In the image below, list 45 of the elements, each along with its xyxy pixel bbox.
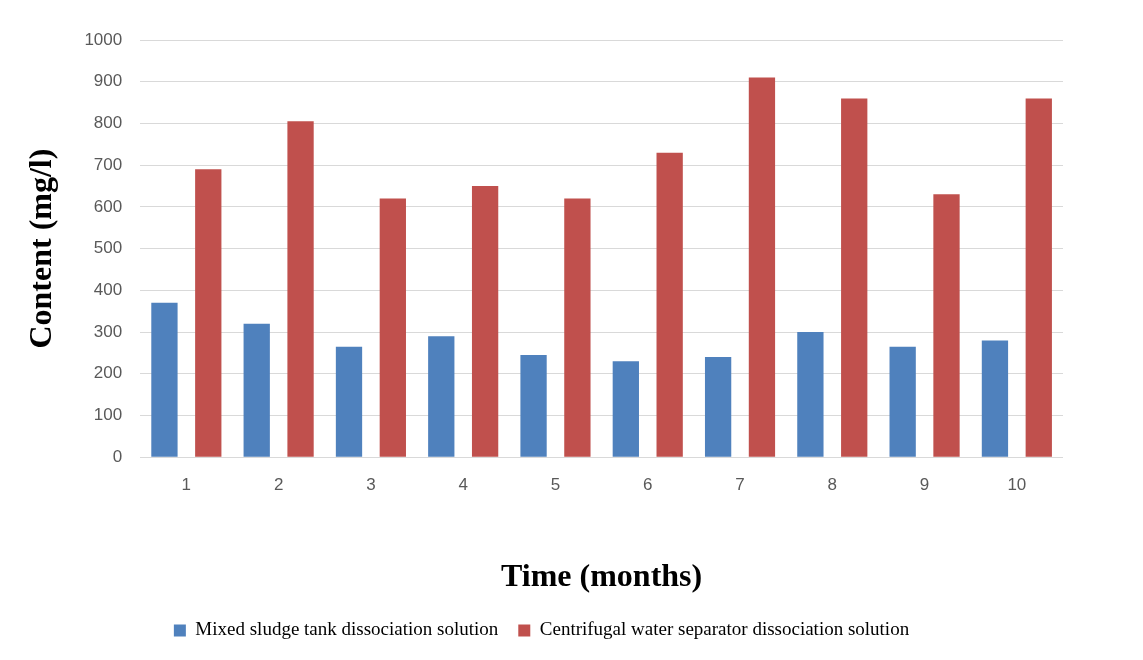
x-tick-label: 8 [827, 475, 838, 495]
bar [889, 346, 916, 457]
y-tick-label: 500 [93, 238, 123, 258]
x-tick-label: 3 [366, 475, 376, 495]
bar [1025, 98, 1052, 457]
x-tick-label: 10 [1007, 475, 1027, 495]
y-tick-label: 400 [93, 280, 123, 300]
bar [612, 361, 639, 457]
bar [748, 77, 776, 457]
bar [841, 98, 868, 457]
bar [520, 354, 547, 457]
x-tick-label: 5 [550, 475, 561, 495]
bar [797, 332, 824, 457]
bar [243, 323, 270, 457]
y-tick-label: 800 [93, 113, 123, 133]
y-tick-label: 600 [93, 196, 123, 216]
bar [471, 186, 499, 457]
y-axis-title: Content (mg/l) [22, 148, 59, 349]
legend-label: Mixed sludge tank dissociation solution [195, 618, 499, 640]
bar [656, 152, 683, 457]
y-tick-label: 1000 [84, 29, 123, 49]
bar [287, 121, 314, 457]
y-tick-label: 100 [93, 405, 123, 425]
legend-label: Centrifugal water separator dissociation solution [539, 618, 910, 640]
y-tick-label: 0 [112, 446, 123, 466]
bar [195, 169, 222, 457]
x-tick-label: 7 [735, 475, 745, 495]
x-tick-label: 9 [919, 475, 930, 495]
bar [704, 357, 732, 457]
bar [981, 340, 1009, 457]
y-tick-label: 900 [93, 71, 123, 91]
x-axis-title: Time (months) [501, 557, 703, 594]
bar [428, 336, 455, 457]
x-tick-label: 1 [181, 475, 192, 495]
x-tick-label: 6 [643, 475, 653, 495]
y-tick-label: 200 [93, 363, 123, 383]
bar [335, 346, 363, 457]
x-tick-label: 4 [458, 475, 468, 495]
bar [151, 302, 178, 457]
x-tick-label: 2 [273, 475, 284, 495]
y-tick-label: 700 [93, 154, 123, 174]
y-tick-label: 300 [93, 321, 123, 341]
bar [933, 194, 960, 457]
bar [379, 198, 406, 457]
bar [564, 198, 591, 457]
